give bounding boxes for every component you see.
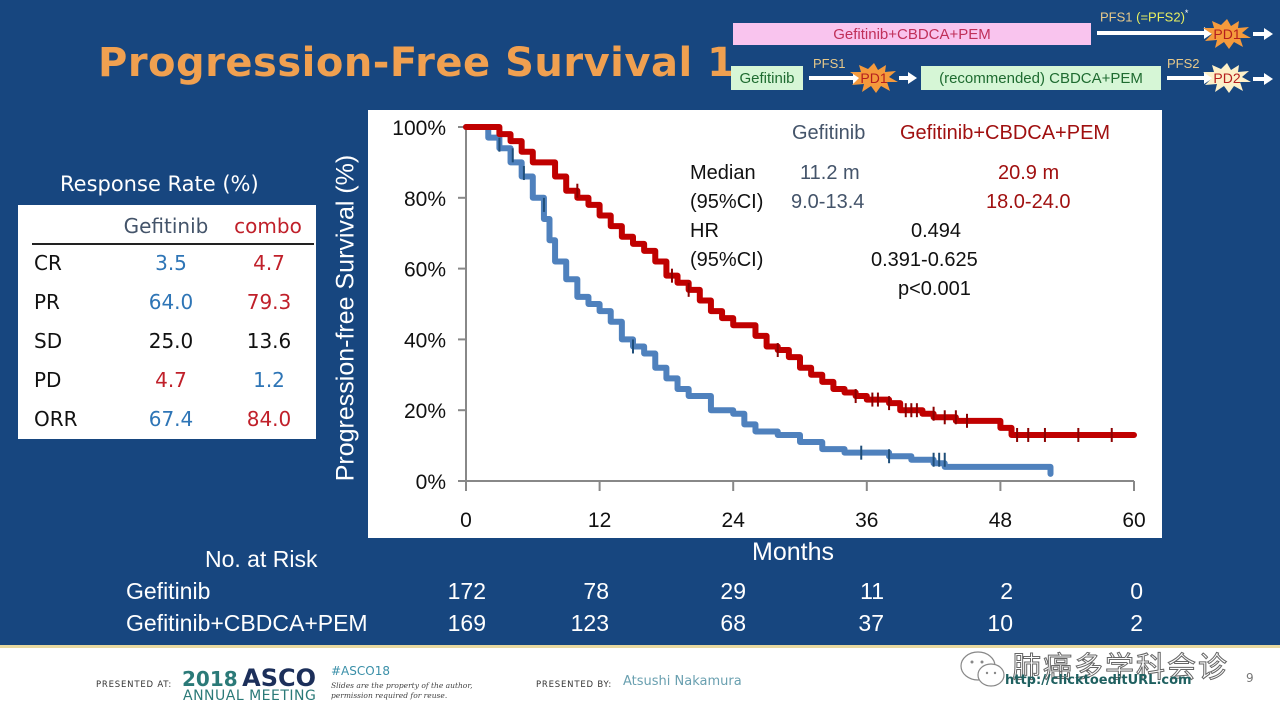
hr-value: 0.494 [911, 220, 962, 242]
second-line-box: (recommended) CBDCA+PEM [921, 66, 1161, 90]
footer-divider [0, 645, 1280, 648]
risk-value: 2 [1000, 578, 1013, 604]
ci-gefitinib: 9.0-13.4 [791, 191, 865, 213]
gef-arrow-end [1253, 73, 1273, 85]
y-tick-label: 80% [404, 188, 446, 211]
combo-arm-bar: Gefitinib+CBDCA+PEM [733, 23, 1091, 45]
header-gefitinib: Gefitinib [123, 214, 209, 238]
combo-arrow-end [1253, 28, 1273, 40]
y-tick-label: 20% [404, 400, 446, 423]
hr-label: HR [690, 220, 719, 242]
p-value: p<0.001 [898, 278, 971, 300]
risk-row-label: Gefitinib+CBDCA+PEM [126, 610, 368, 636]
footer-url[interactable]: http://clicktoeditURL.com [1005, 673, 1192, 688]
x-tick-label: 12 [588, 509, 611, 532]
y-tick-label: 100% [392, 117, 446, 140]
x-tick-label: 36 [855, 509, 878, 532]
x-tick-label: 60 [1122, 509, 1145, 532]
presented-by-label: PRESENTED BY: [536, 680, 613, 690]
pd2-burst: PD2 [1203, 63, 1251, 93]
gef-arrow-1 [809, 72, 862, 84]
legend-combo: Gefitinib+CBDCA+PEM [900, 122, 1111, 144]
hr-ci: 0.391-0.625 [871, 249, 978, 271]
risk-table-title: No. at Risk [205, 546, 318, 572]
risk-value: 29 [720, 578, 746, 604]
x-tick-label: 48 [989, 509, 1012, 532]
risk-row-label: Gefitinib [126, 578, 211, 604]
presented-at-label: PRESENTED AT: [96, 680, 173, 690]
ci-label: (95%CI) [690, 191, 764, 213]
combo-arrow [1097, 27, 1213, 39]
risk-value: 68 [720, 610, 746, 636]
risk-value: 2 [1130, 610, 1143, 636]
gef-arrow-3 [1167, 72, 1213, 84]
x-tick-label: 24 [722, 509, 746, 532]
hashtag: #ASCO18 [331, 664, 390, 678]
km-curve-combo [463, 124, 1137, 438]
slide-title: Progression-Free Survival 1 [98, 40, 736, 86]
pd1-burst-combo: PD1 [1203, 19, 1251, 49]
response-rate-table: Gefitinib combo CR 3.5 4.7 PR 64.0 79.3 … [18, 205, 316, 439]
ci-combo: 18.0-24.0 [986, 191, 1071, 213]
gefitinib-arm-box: Gefitinib [731, 66, 803, 90]
km-curve-gefitinib [463, 124, 1054, 477]
gef-arrow-2 [899, 72, 917, 84]
disclaimer: Slides are the property of the author, p… [331, 681, 473, 700]
y-tick-label: 60% [404, 259, 446, 282]
km-chart: 0% 20% 40% 60% 80% 100% 0 12 24 36 48 60 Gefitinib … [368, 110, 1162, 538]
gef-pfs1-label: PFS1 [813, 56, 846, 71]
watermark: 肺癌多学科会诊 [1011, 650, 1230, 685]
risk-value: 172 [447, 578, 486, 604]
table-row: SD 25.0 13.6 [34, 329, 292, 353]
table-rule [32, 243, 314, 245]
table-row: ORR 67.4 84.0 [34, 407, 292, 431]
median-combo: 20.9 m [998, 162, 1060, 184]
x-axis-title: Months [752, 538, 834, 566]
presenter-name: Atsushi Nakamura [623, 674, 742, 689]
table-header: Gefitinib combo [18, 205, 316, 243]
asco-subtitle: ANNUAL MEETING [183, 688, 317, 704]
risk-value: 0 [1130, 578, 1143, 604]
risk-value: 11 [860, 578, 884, 604]
table-row: PD 4.7 1.2 [34, 368, 285, 392]
y-tick-label: 40% [404, 329, 446, 352]
response-rate-title: Response Rate (%) [60, 172, 259, 196]
wechat-icon [958, 648, 1010, 697]
median-label: Median [690, 162, 756, 184]
median-gefitinib: 11.2 m [800, 162, 860, 184]
table-row: CR 3.5 4.7 [34, 251, 285, 275]
risk-value: 10 [987, 610, 1013, 636]
header-combo: combo [234, 214, 302, 238]
asco-logo: 2018 ASCO [182, 664, 316, 692]
risk-value: 37 [858, 610, 884, 636]
y-tick-label: 0% [416, 471, 446, 494]
legend-gefitinib: Gefitinib [792, 122, 866, 144]
risk-value: 78 [583, 578, 609, 604]
km-plot: 0% 20% 40% 60% 80% 100% 0 12 24 36 48 60 [392, 117, 1145, 532]
combo-pfs-label: PFS1 (=PFS2)* [1100, 8, 1189, 25]
risk-value: 169 [447, 610, 486, 636]
risk-value: 123 [570, 610, 609, 636]
page-number: 9 [1246, 671, 1254, 685]
pd1-burst-gef: PD1 [850, 63, 898, 93]
y-axis-title: Progression-free Survival (%) [331, 154, 360, 481]
gef-pfs2-label: PFS2 [1167, 56, 1200, 71]
table-row: PR 64.0 79.3 [34, 290, 292, 314]
hr-ci-label: (95%CI) [690, 249, 764, 271]
x-tick-label: 0 [460, 509, 472, 532]
